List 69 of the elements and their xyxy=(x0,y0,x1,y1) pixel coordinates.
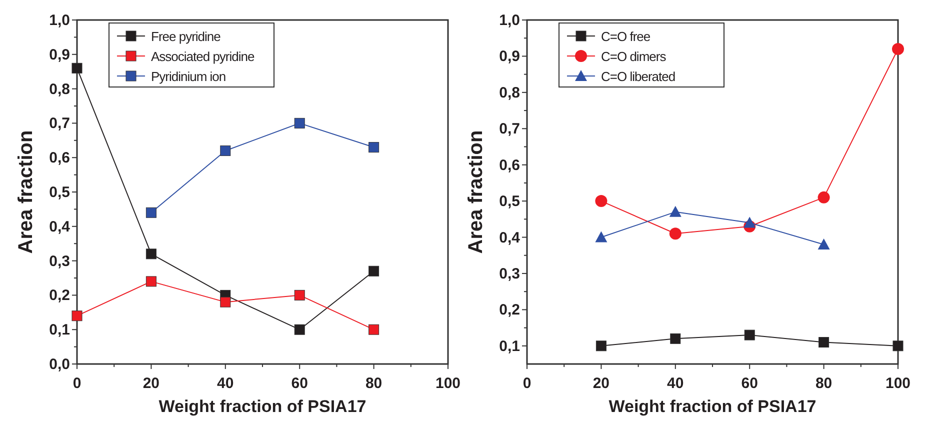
y-axis-title: Area fraction xyxy=(465,130,487,254)
y-tick-label: 0,6 xyxy=(49,150,70,167)
y-tick-label: 0,4 xyxy=(499,229,521,246)
point xyxy=(72,310,82,322)
point xyxy=(744,216,756,228)
x-axis-title: Weight fraction of PSIA17 xyxy=(158,397,366,416)
legend-label: C=O dimers xyxy=(601,49,667,64)
legend-label: C=O liberated xyxy=(601,69,676,84)
x-tick-label: 40 xyxy=(217,375,234,392)
y-tick-label: 1,0 xyxy=(49,12,70,29)
point xyxy=(146,248,156,260)
point xyxy=(669,206,682,217)
y-tick-label: 0,6 xyxy=(499,156,520,174)
x-tick-label: 60 xyxy=(741,375,758,392)
point xyxy=(294,324,305,335)
x-tick-label: 80 xyxy=(815,375,832,392)
point xyxy=(670,333,681,344)
point xyxy=(818,238,830,250)
y-tick-label: 0,3 xyxy=(49,252,70,270)
y-tick-label: 1,0 xyxy=(499,12,520,29)
point xyxy=(368,266,380,276)
legend-label: Free pyridine xyxy=(151,29,221,44)
point xyxy=(368,324,380,335)
x-tick-label: 100 xyxy=(435,375,461,392)
y-tick-label: 0,1 xyxy=(49,322,70,339)
y-tick-label: 0,7 xyxy=(499,120,520,138)
legend-label: Associated pyridine xyxy=(151,49,254,64)
point xyxy=(595,195,608,208)
x-tick-label: 0 xyxy=(72,375,82,392)
point xyxy=(892,340,904,352)
point xyxy=(146,276,156,287)
legend-label: Pyridinium ion xyxy=(151,69,226,84)
x-tick-label: 60 xyxy=(291,375,308,392)
x-tick-label: 80 xyxy=(365,375,382,392)
y-tick-label: 0,7 xyxy=(49,115,70,132)
x-tick-label: 20 xyxy=(592,375,610,392)
point xyxy=(596,340,606,352)
point xyxy=(220,145,231,156)
point xyxy=(744,330,755,340)
y-tick-label: 0,8 xyxy=(499,84,520,102)
y-axis-title: Area fraction xyxy=(15,130,37,254)
point xyxy=(294,118,305,128)
y-tick-label: 0,4 xyxy=(49,218,71,236)
y-tick-label: 0,9 xyxy=(499,48,520,66)
point xyxy=(818,337,830,348)
y-tick-label: 0,1 xyxy=(499,338,520,355)
x-axis-title: Weight fraction of PSIA17 xyxy=(608,397,816,416)
point xyxy=(368,142,380,153)
legend-label: C=O free xyxy=(601,29,650,44)
y-tick-label: 0,2 xyxy=(499,302,520,319)
y-tick-label: 0,9 xyxy=(49,46,70,64)
point xyxy=(72,62,82,74)
point xyxy=(669,228,682,240)
x-tick-label: 40 xyxy=(667,375,684,392)
y-tick-label: 0,8 xyxy=(49,80,70,98)
y-tick-label: 0,5 xyxy=(499,193,520,210)
point xyxy=(595,231,608,242)
point xyxy=(892,42,904,55)
x-tick-label: 20 xyxy=(142,375,160,392)
point xyxy=(146,207,156,218)
y-tick-label: 0,2 xyxy=(49,287,70,304)
point xyxy=(294,290,305,300)
point xyxy=(818,191,830,204)
point xyxy=(220,296,231,308)
y-tick-label: 0,3 xyxy=(499,265,520,282)
x-tick-label: 100 xyxy=(885,375,911,392)
y-tick-label: 0,0 xyxy=(49,356,70,373)
x-tick-label: 0 xyxy=(522,375,532,392)
y-tick-label: 0,5 xyxy=(49,184,70,201)
